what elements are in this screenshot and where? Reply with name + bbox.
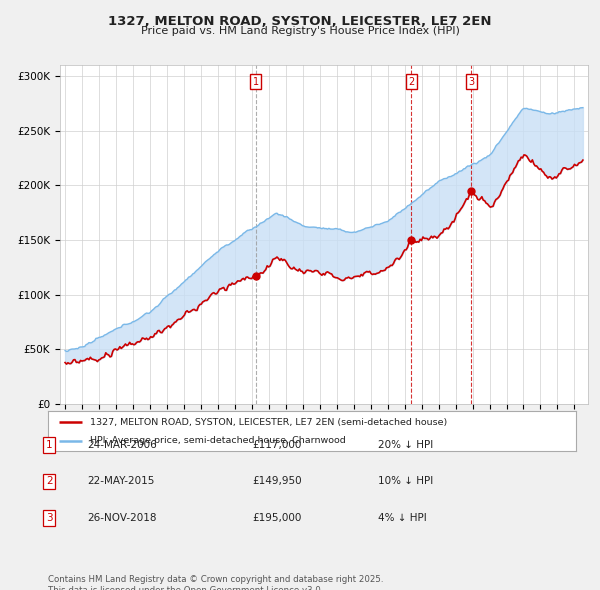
Text: £195,000: £195,000: [252, 513, 301, 523]
Text: 2: 2: [408, 77, 415, 87]
Text: 4% ↓ HPI: 4% ↓ HPI: [378, 513, 427, 523]
Text: 22-MAY-2015: 22-MAY-2015: [87, 477, 154, 486]
Text: £117,000: £117,000: [252, 440, 301, 450]
Text: 1: 1: [46, 440, 53, 450]
Text: Price paid vs. HM Land Registry's House Price Index (HPI): Price paid vs. HM Land Registry's House …: [140, 26, 460, 36]
Text: 3: 3: [46, 513, 53, 523]
Text: HPI: Average price, semi-detached house, Charnwood: HPI: Average price, semi-detached house,…: [90, 436, 346, 445]
Text: 24-MAR-2006: 24-MAR-2006: [87, 440, 157, 450]
Text: 26-NOV-2018: 26-NOV-2018: [87, 513, 157, 523]
Text: 1: 1: [253, 77, 259, 87]
Text: 20% ↓ HPI: 20% ↓ HPI: [378, 440, 433, 450]
Text: 2: 2: [46, 477, 53, 486]
Text: 10% ↓ HPI: 10% ↓ HPI: [378, 477, 433, 486]
Text: £149,950: £149,950: [252, 477, 302, 486]
Text: 3: 3: [468, 77, 474, 87]
Text: Contains HM Land Registry data © Crown copyright and database right 2025.
This d: Contains HM Land Registry data © Crown c…: [48, 575, 383, 590]
Text: 1327, MELTON ROAD, SYSTON, LEICESTER, LE7 2EN (semi-detached house): 1327, MELTON ROAD, SYSTON, LEICESTER, LE…: [90, 418, 448, 427]
Text: 1327, MELTON ROAD, SYSTON, LEICESTER, LE7 2EN: 1327, MELTON ROAD, SYSTON, LEICESTER, LE…: [108, 15, 492, 28]
